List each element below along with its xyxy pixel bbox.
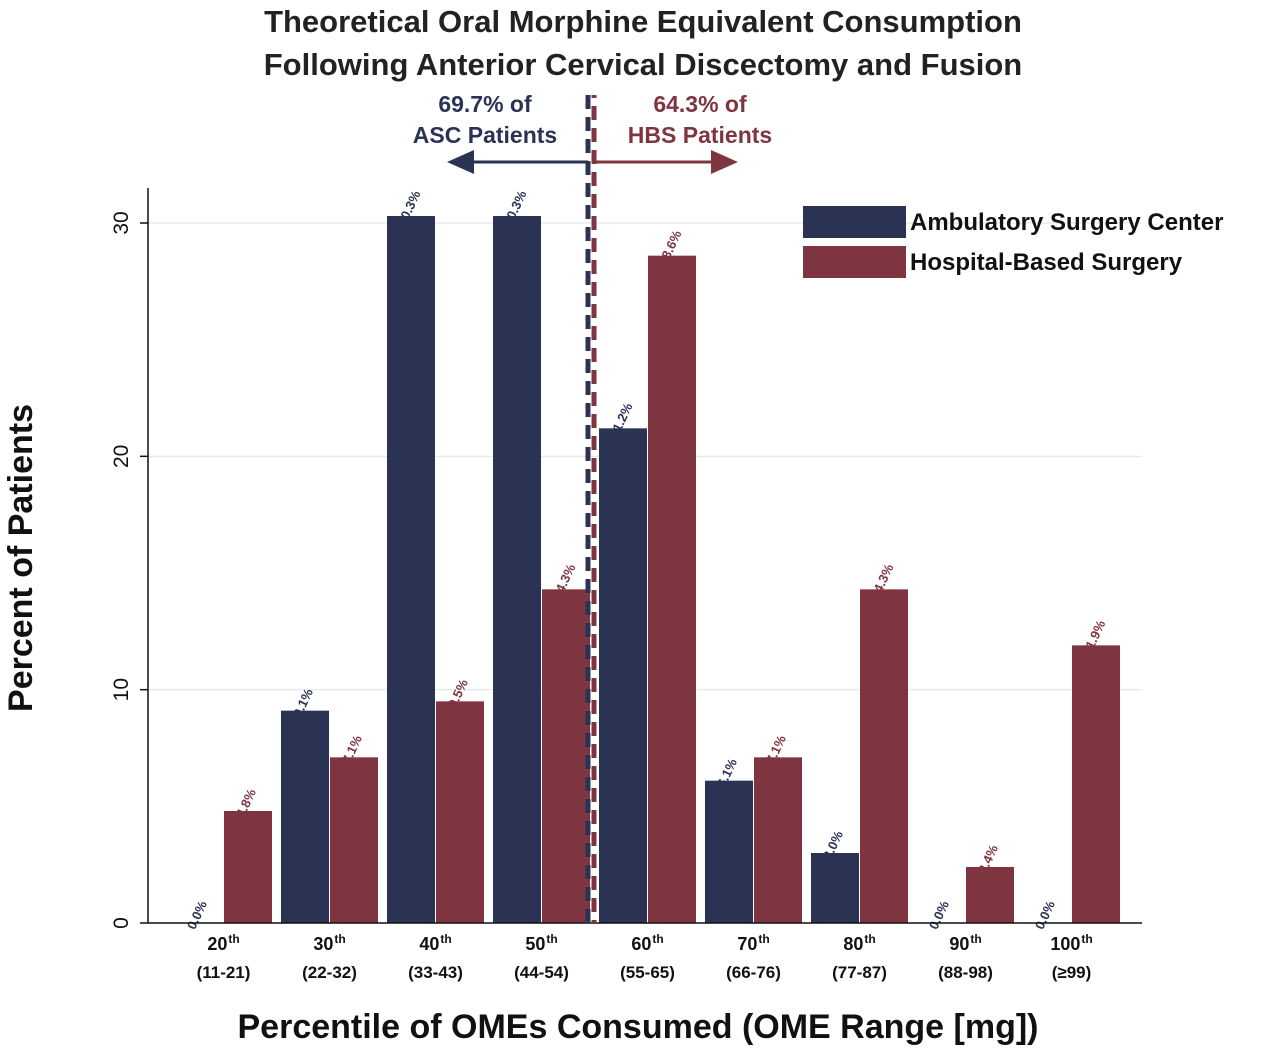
x-tick-range-100: (≥99) (1052, 963, 1092, 982)
annotation-left-line-1: 69.7% of (438, 91, 532, 117)
y-tick-label-30: 30 (110, 211, 133, 234)
x-tick-label-20: 20th (207, 932, 239, 954)
bar-label-asc-90: 0.0% (926, 898, 952, 932)
bar-hbs-70 (754, 757, 802, 923)
x-tick-range-60: (55-65) (620, 963, 675, 982)
x-tick-labels: 20th (11-21) 30th (22-32) 40th (33-43) 50th (44… (197, 932, 1093, 982)
x-tick-label-40: 40th (419, 932, 451, 954)
y-tick-label-10: 10 (110, 678, 133, 701)
annotation-left-line-2: ASC Patients (413, 122, 557, 148)
bar-asc-70 (705, 780, 753, 923)
bar-hbs-30 (330, 757, 378, 923)
y-tick-label-20: 20 (110, 445, 133, 468)
legend: Ambulatory Surgery Center Hospital-Based… (803, 206, 1223, 278)
bar-label-asc-100: 0.0% (1032, 898, 1058, 932)
bar-asc-80 (811, 853, 859, 923)
annotations: 69.7% of ASC Patients 64.3% of HBS Patients (413, 91, 772, 174)
x-tick-label-100: 100th (1050, 932, 1092, 954)
x-tick-range-90: (88-98) (938, 963, 993, 982)
y-tick-label-0: 0 (110, 917, 133, 929)
bar-hbs-80 (860, 589, 908, 923)
legend-label-hbs: Hospital-Based Surgery (910, 249, 1183, 276)
x-tick-label-70: 70th (737, 932, 769, 954)
x-tick-label-30: 30th (313, 932, 345, 954)
bar-hbs-20 (224, 811, 272, 923)
legend-swatch-asc (803, 206, 906, 238)
bar-hbs-40 (436, 701, 484, 923)
chart-title-line-2: Following Anterior Cervical Discectomy a… (264, 47, 1023, 82)
legend-swatch-hbs (803, 246, 906, 278)
x-tick-range-80: (77-87) (832, 963, 887, 982)
x-tick-range-30: (22-32) (302, 963, 357, 982)
x-tick-range-40: (33-43) (408, 963, 463, 982)
x-tick-range-70: (66-76) (726, 963, 781, 982)
bar-hbs-60 (648, 255, 696, 923)
bar-asc-60 (599, 428, 647, 923)
annotation-right-line-2: HBS Patients (628, 122, 772, 148)
y-axis-title: Percent of Patients (2, 404, 40, 712)
bar-asc-40 (387, 216, 435, 923)
bar-label-asc-20: 0.0% (184, 898, 210, 932)
bar-asc-50 (493, 216, 541, 923)
x-tick-range-50: (44-54) (514, 963, 569, 982)
x-tick-label-50: 50th (525, 932, 557, 954)
x-tick-label-90: 90th (949, 932, 981, 954)
x-axis-title: Percentile of OMEs Consumed (OME Range [… (238, 1008, 1039, 1046)
bar-hbs-90 (966, 867, 1014, 923)
x-tick-range-20: (11-21) (197, 963, 251, 982)
bar-hbs-50 (542, 589, 590, 923)
bars (224, 216, 1120, 923)
x-tick-label-60: 60th (631, 932, 663, 954)
annotation-right-line-1: 64.3% of (653, 91, 747, 117)
arrow-right-head (711, 150, 738, 174)
bar-asc-30 (281, 710, 329, 923)
divider-line (585, 95, 597, 923)
chart-title-line-1: Theoretical Oral Morphine Equivalent Con… (264, 4, 1022, 39)
axes: 0 10 20 30 (110, 188, 1142, 929)
arrow-left-head (447, 150, 474, 174)
bar-hbs-100 (1072, 645, 1120, 923)
legend-label-asc: Ambulatory Surgery Center (910, 209, 1223, 236)
x-tick-label-80: 80th (843, 932, 875, 954)
